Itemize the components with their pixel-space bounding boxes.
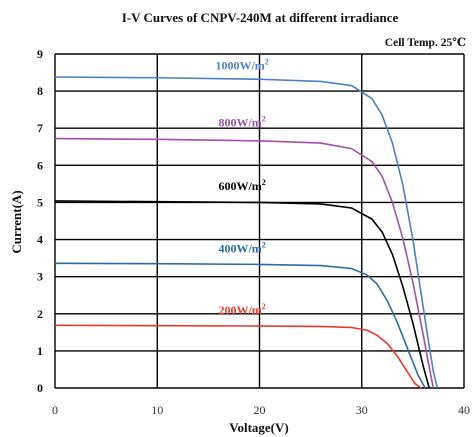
curve-series-1 — [54, 137, 435, 389]
x-tick-label-3: 30 — [356, 403, 368, 417]
curve-series-4 — [54, 324, 422, 389]
x-tick-label-0: 0 — [52, 403, 58, 417]
curve-series-2 — [54, 200, 431, 389]
y-axis-label: Current(A) — [9, 190, 24, 253]
x-axis-label: Voltage(V) — [229, 420, 288, 435]
y-tick-label-3: 3 — [37, 270, 43, 284]
series-label-superscript-1: 2 — [262, 114, 266, 123]
chart-title: I-V Curves of CNPV-240M at different irr… — [122, 10, 399, 25]
y-tick-label-2: 2 — [37, 307, 43, 321]
y-tick-label-0: 0 — [37, 381, 43, 395]
x-tick-label-4: 40 — [458, 403, 470, 417]
series-label-text-0: 1000W/m — [215, 59, 264, 73]
x-tick-label-1: 10 — [151, 403, 163, 417]
series-label-superscript-2: 2 — [262, 178, 266, 187]
series-label-text-3: 400W/m — [218, 242, 261, 256]
series-label-4: 200W/m2 — [218, 302, 265, 317]
x-tick-label-2: 20 — [254, 403, 266, 417]
y-tick-label-7: 7 — [37, 121, 43, 135]
y-tick-labels: 0 1 2 3 4 5 6 7 8 9 — [37, 47, 43, 395]
series-label-0: 1000W/m2 — [215, 58, 268, 73]
series-label-text-4: 200W/m — [218, 303, 261, 317]
iv-curves — [54, 76, 439, 389]
curve-series-0 — [54, 76, 439, 389]
y-tick-label-6: 6 — [37, 158, 43, 172]
y-tick-label-1: 1 — [37, 344, 43, 358]
y-tick-label-4: 4 — [37, 233, 43, 247]
series-label-superscript-3: 2 — [262, 241, 266, 250]
series-label-1: 800W/m2 — [218, 114, 265, 129]
y-tick-label-9: 9 — [37, 47, 43, 61]
series-label-2: 600W/m2 — [218, 178, 265, 193]
series-label-text-1: 800W/m — [218, 115, 261, 129]
x-tick-labels: 0 10 20 30 40 — [52, 403, 470, 417]
y-tick-label-8: 8 — [37, 84, 43, 98]
curve-series-3 — [54, 262, 426, 389]
series-label-superscript-0: 2 — [265, 58, 269, 67]
cell-temp-annotation: Cell Temp. 25℃ — [385, 37, 466, 49]
series-label-text-2: 600W/m — [218, 179, 261, 193]
y-tick-label-5: 5 — [37, 195, 43, 209]
series-label-superscript-4: 2 — [262, 302, 266, 311]
series-label-3: 400W/m2 — [218, 241, 265, 256]
